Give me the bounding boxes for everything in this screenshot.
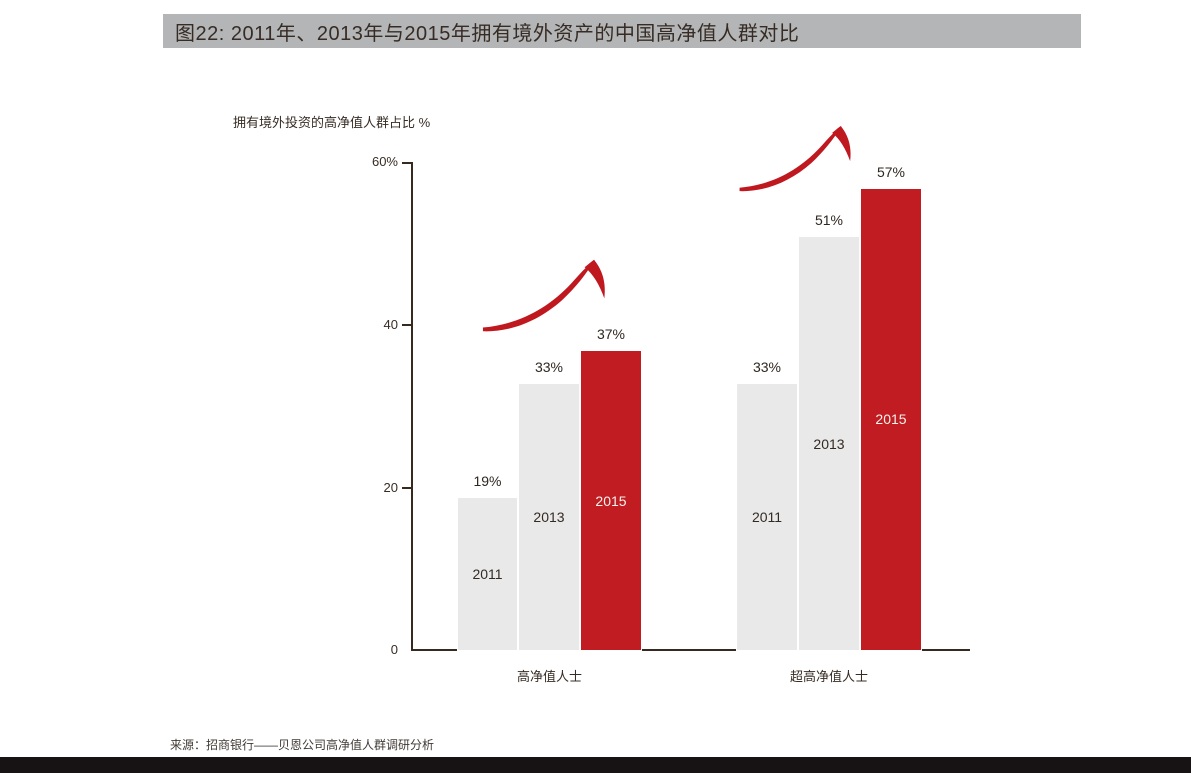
source-note: 来源：招商银行——贝恩公司高净值人群调研分析	[170, 738, 435, 752]
y-axis-tick	[402, 324, 412, 326]
bar-value-label: 37%	[596, 326, 626, 343]
figure-title-banner: 图22: 2011年、2013年与2015年拥有境外资产的中国高净值人群对比	[163, 14, 1081, 48]
footer-bar	[0, 757, 1191, 773]
bar-year-label: 2011	[751, 508, 783, 525]
y-tick-label-0: 0	[390, 642, 398, 657]
y-tick-label-20: 20	[383, 480, 398, 495]
y-tick-label-40: 40	[383, 317, 398, 332]
category-label-uhnw: 超高净值人士	[789, 669, 868, 684]
category-label-hnw: 高净值人士	[516, 669, 582, 684]
y-tick-label-60: 60%	[371, 154, 398, 169]
growth-arrow-icon	[739, 126, 851, 192]
bar-year-label: 2015	[875, 411, 907, 428]
bar-hnw-2011	[457, 496, 518, 651]
bar-year-label: 2011	[472, 565, 503, 582]
bar-year-label: 2013	[813, 435, 845, 452]
bar-year-label: 2015	[595, 492, 627, 509]
bar-uhnw-2011	[736, 382, 798, 651]
y-axis-tick	[402, 162, 412, 164]
bar-year-label: 2013	[533, 508, 565, 525]
y-axis-tick	[402, 487, 412, 489]
bar-value-label: 57%	[876, 163, 906, 180]
bar-hnw-2015	[580, 350, 642, 651]
figure-title: 图22: 2011年、2013年与2015年拥有境外资产的中国高净值人群对比	[175, 22, 800, 45]
y-axis-line	[411, 162, 413, 651]
bar-uhnw-2013	[798, 236, 860, 651]
growth-arrow-icon	[482, 259, 605, 332]
y-axis-title: 拥有境外投资的高净值人群占比 %	[233, 115, 431, 130]
bar-uhnw-2015	[860, 187, 922, 651]
bar-value-label: 19%	[473, 472, 502, 489]
bar-value-label: 33%	[752, 358, 782, 375]
bar-hnw-2013	[518, 382, 580, 651]
bar-value-label: 51%	[814, 212, 844, 229]
bar-value-label: 33%	[534, 358, 564, 375]
x-axis-baseline	[411, 649, 970, 651]
